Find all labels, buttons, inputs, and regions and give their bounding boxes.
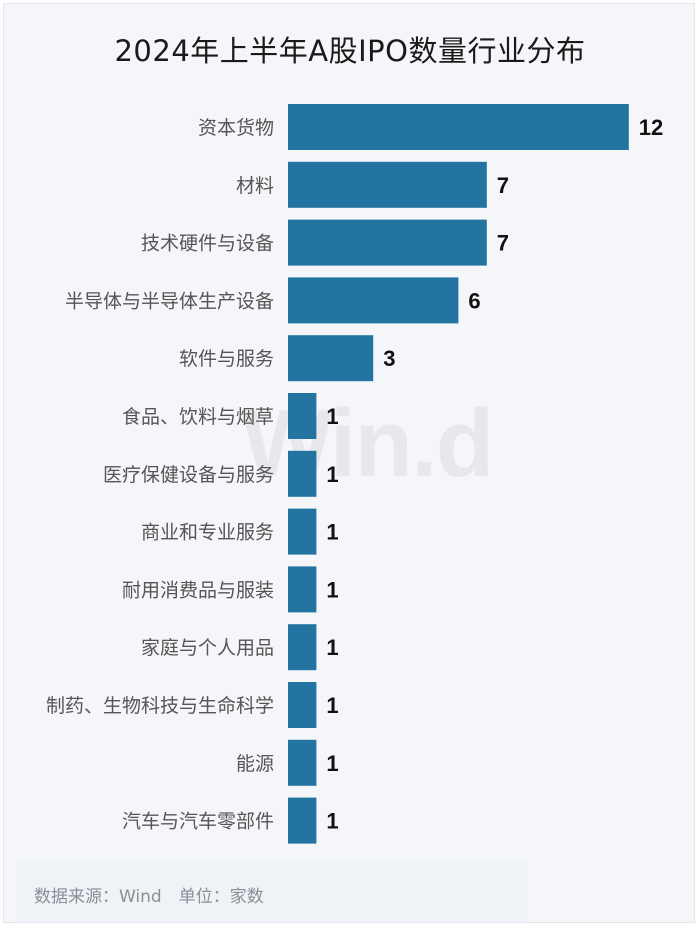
value-label: 12 bbox=[639, 115, 663, 140]
bar bbox=[288, 508, 317, 555]
bar bbox=[288, 393, 317, 439]
value-label: 1 bbox=[326, 462, 338, 487]
category-label: 技术硬件与设备 bbox=[141, 233, 274, 255]
category-label: 汽车与汽车零部件 bbox=[122, 811, 274, 833]
value-label: 1 bbox=[326, 520, 338, 545]
value-label: 1 bbox=[326, 635, 338, 660]
category-label: 半导体与半导体生产设备 bbox=[65, 290, 274, 312]
category-label: 医疗保健设备与服务 bbox=[103, 464, 274, 486]
value-label: 1 bbox=[326, 751, 338, 776]
category-label: 家庭与个人用品 bbox=[141, 637, 274, 659]
value-label: 3 bbox=[383, 346, 395, 371]
category-label: 能源 bbox=[236, 753, 274, 775]
bar bbox=[288, 104, 629, 150]
bar bbox=[288, 161, 487, 208]
footer-band bbox=[16, 862, 528, 922]
value-label: 7 bbox=[497, 231, 509, 256]
chart-title: 2024年上半年A股IPO数量行业分布 bbox=[114, 34, 586, 68]
value-label: 1 bbox=[326, 809, 338, 834]
bar bbox=[288, 277, 459, 324]
category-label: 制药、生物科技与生命科学 bbox=[46, 695, 274, 717]
category-label: 软件与服务 bbox=[179, 348, 274, 370]
value-label: 1 bbox=[326, 404, 338, 429]
value-label: 1 bbox=[326, 577, 338, 602]
bar bbox=[288, 797, 317, 844]
value-label: 6 bbox=[468, 288, 480, 313]
bar bbox=[288, 450, 317, 497]
chart-panel: 2024年上半年A股IPO数量行业分布 Win.d 资本货物 12 材料 7 技术硬件与… bbox=[3, 3, 695, 923]
bar-chart: 资本货物 12 材料 7 技术硬件与设备 7 半导体与半导体生产设备 6 软件与服务 3 食品、饮料… bbox=[46, 104, 663, 844]
bar bbox=[288, 335, 374, 382]
category-label: 材料 bbox=[236, 175, 274, 197]
category-label: 资本货物 bbox=[198, 117, 274, 139]
category-label: 耐用消费品与服装 bbox=[122, 579, 274, 601]
watermark: Win.d bbox=[242, 390, 494, 497]
value-label: 1 bbox=[326, 693, 338, 718]
source-note: 数据来源：Wind 单位：家数 bbox=[34, 887, 264, 907]
category-label: 商业和专业服务 bbox=[141, 522, 274, 544]
bar bbox=[288, 739, 317, 786]
bar bbox=[288, 682, 317, 728]
value-label: 7 bbox=[497, 173, 509, 198]
bar bbox=[288, 624, 317, 671]
category-label: 食品、饮料与烟草 bbox=[122, 406, 274, 428]
bar bbox=[288, 219, 487, 266]
bar bbox=[288, 566, 317, 613]
